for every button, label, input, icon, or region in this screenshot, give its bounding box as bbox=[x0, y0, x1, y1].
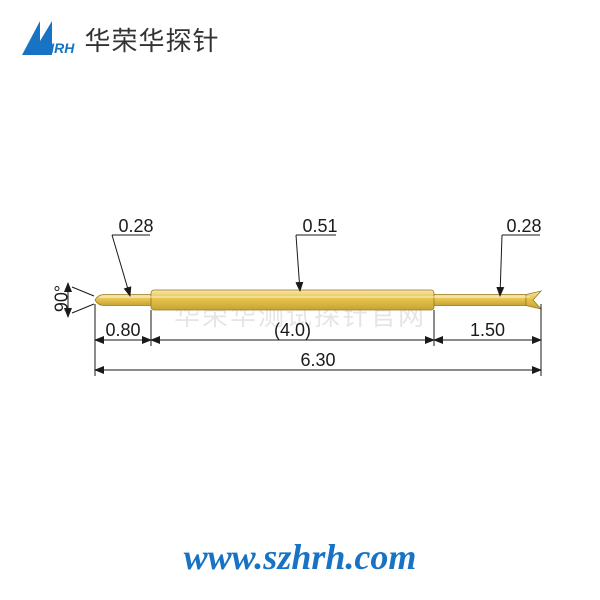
pin-body bbox=[95, 290, 541, 310]
dim-d3: 0.28 bbox=[504, 216, 544, 237]
dim-h2: (4.0) bbox=[151, 320, 434, 341]
dim-h1: 0.80 bbox=[95, 320, 151, 341]
dim-angle: 90° bbox=[52, 279, 73, 319]
dim-h4: 6.30 bbox=[95, 350, 541, 371]
technical-drawing bbox=[0, 0, 600, 600]
dim-d1: 0.28 bbox=[116, 216, 156, 237]
dim-h3: 1.50 bbox=[434, 320, 541, 341]
diameter-leaders bbox=[112, 235, 540, 296]
dim-d2: 0.51 bbox=[300, 216, 340, 237]
footer-url: www.szhrh.com bbox=[0, 536, 600, 578]
